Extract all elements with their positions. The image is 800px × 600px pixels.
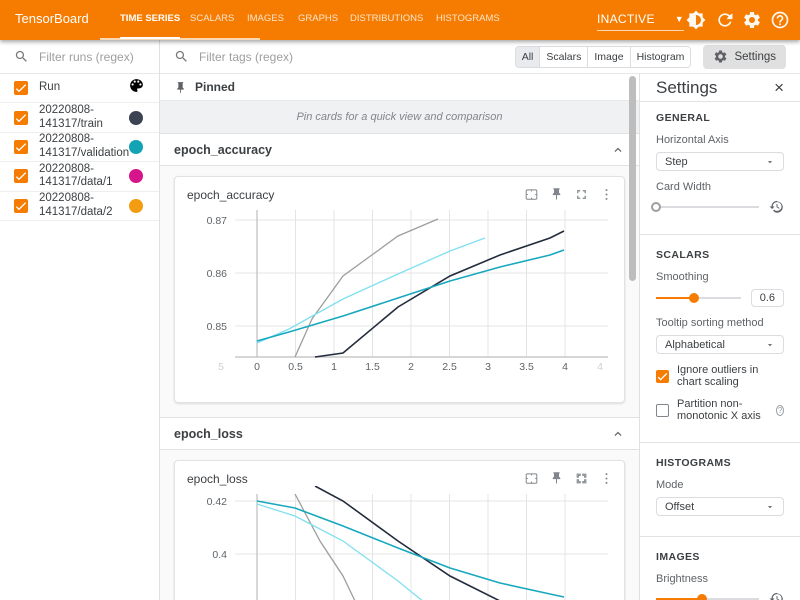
svg-text:4: 4 [597,361,603,373]
svg-text:1: 1 [331,361,337,373]
svg-text:5: 5 [218,361,224,373]
svg-text:2: 2 [408,361,414,373]
svg-text:1.5: 1.5 [365,361,380,373]
svg-text:0: 0 [254,361,260,373]
svg-text:0.5: 0.5 [288,361,303,373]
svg-text:0.42: 0.42 [207,496,228,508]
svg-text:0.85: 0.85 [207,321,228,333]
svg-text:3.5: 3.5 [519,361,534,373]
svg-text:3: 3 [485,361,491,373]
svg-text:4: 4 [562,361,568,373]
svg-text:0.4: 0.4 [212,549,227,561]
svg-text:0.87: 0.87 [207,215,228,227]
svg-text:2.5: 2.5 [442,361,457,373]
svg-text:0.86: 0.86 [207,268,228,280]
